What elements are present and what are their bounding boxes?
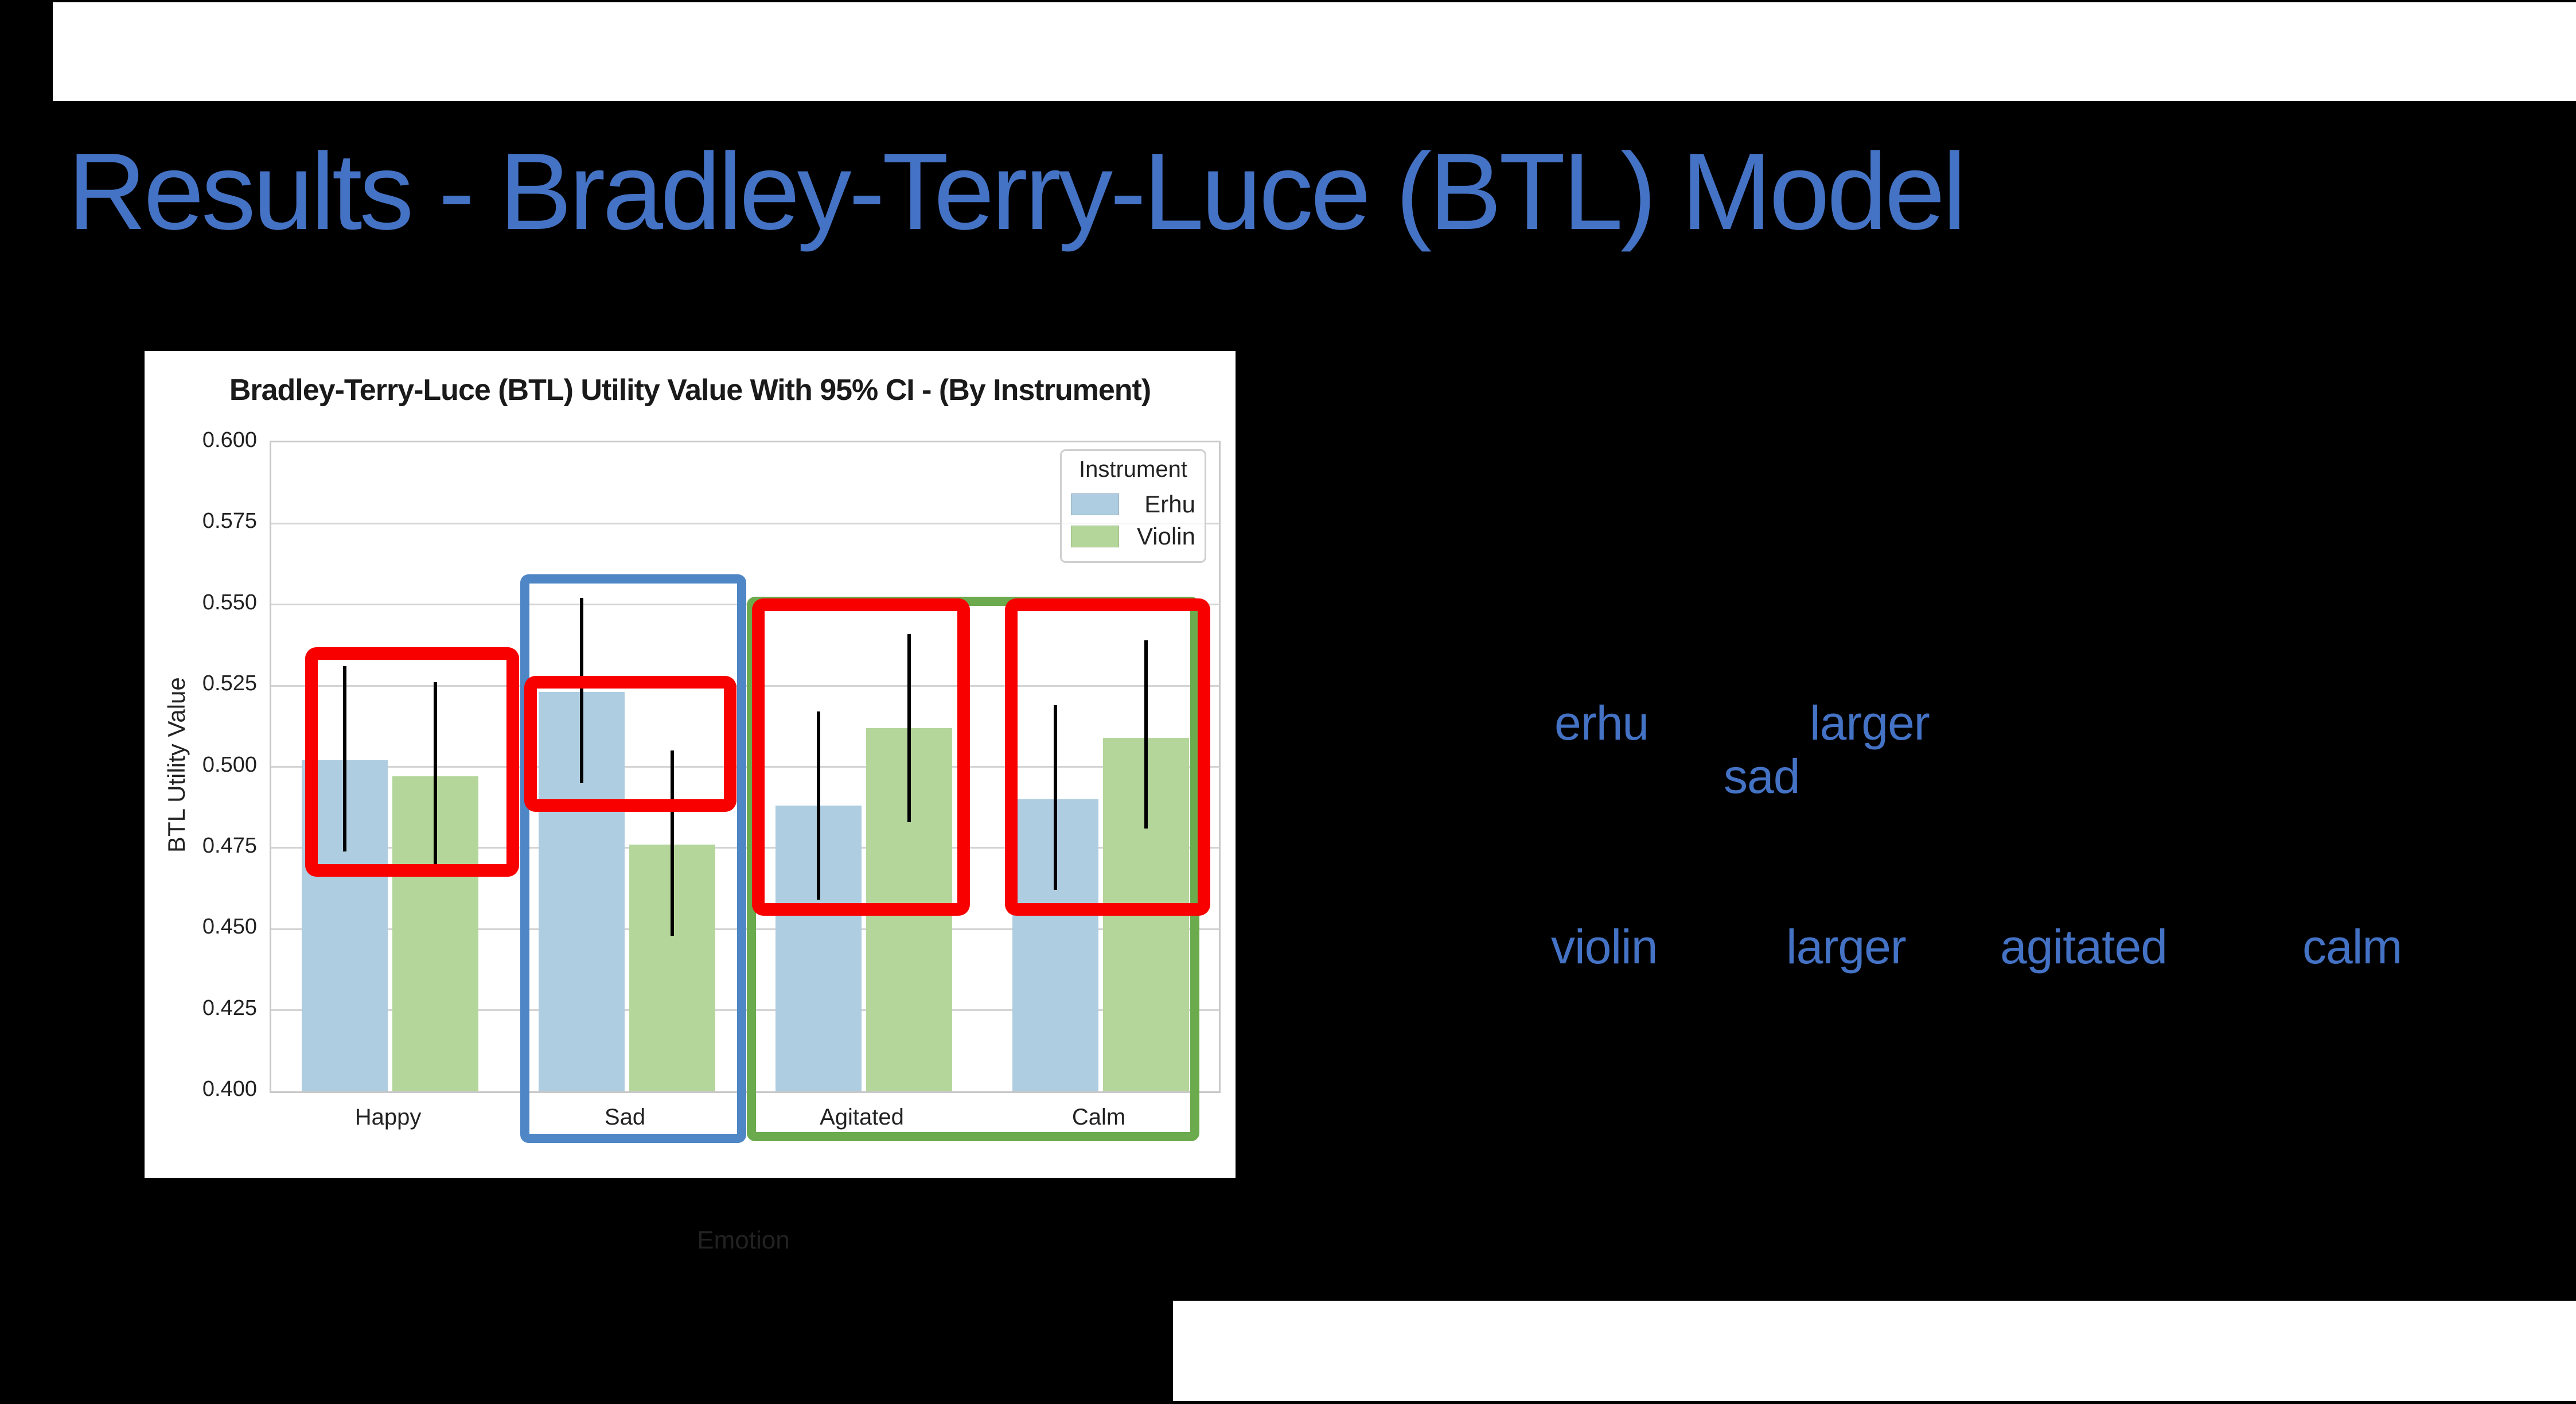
legend-title: Instrument bbox=[1079, 457, 1187, 482]
insight-word-calm: calm bbox=[2302, 920, 2402, 974]
errorbar-erhu-sad bbox=[579, 598, 583, 783]
red-box-calm bbox=[1005, 598, 1210, 916]
y-tick-label: 0.400 bbox=[202, 1077, 257, 1101]
legend-item-erhu: Erhu bbox=[1071, 488, 1195, 520]
legend-label-erhu: Erhu bbox=[1144, 491, 1195, 518]
y-tick-label: 0.425 bbox=[202, 995, 257, 1020]
x-tick-label-agitated: Agitated bbox=[820, 1104, 904, 1130]
errorbar-violin-happy bbox=[433, 682, 437, 868]
y-tick-label: 0.600 bbox=[202, 428, 257, 452]
top-decoration-bar bbox=[53, 2, 2576, 101]
y-tick-label: 0.450 bbox=[202, 915, 257, 939]
legend-swatch-erhu bbox=[1071, 493, 1119, 515]
insight-word-larger: larger bbox=[1810, 696, 1930, 750]
blue-box-sad bbox=[520, 574, 746, 1143]
y-tick-label: 0.575 bbox=[202, 509, 257, 534]
errorbar-violin-agitated bbox=[907, 633, 911, 822]
btl-chart-figure: Bradley-Terry-Luce (BTL) Utility Value W… bbox=[145, 351, 1236, 1254]
errorbar-violin-calm bbox=[1144, 640, 1148, 829]
legend-item-violin: Violin bbox=[1071, 520, 1195, 553]
insight-word-erhu: erhu bbox=[1554, 696, 1649, 750]
y-tick-label: 0.550 bbox=[202, 590, 257, 615]
insight-word-sad: sad bbox=[1724, 749, 1800, 803]
y-tick-label: 0.500 bbox=[202, 752, 257, 777]
errorbar-erhu-agitated bbox=[816, 711, 820, 900]
x-tick-label-calm: Calm bbox=[1071, 1104, 1126, 1130]
y-tick-label: 0.475 bbox=[202, 833, 257, 858]
x-tick-label-sad: Sad bbox=[604, 1104, 646, 1130]
legend-label-violin: Violin bbox=[1137, 523, 1195, 550]
errorbar-erhu-calm bbox=[1053, 705, 1057, 890]
slide-title: Results - Bradley-Terry-Luce (BTL) Model bbox=[68, 131, 1966, 252]
bottom-decoration-bar bbox=[1173, 1301, 2576, 1401]
errorbar-violin-sad bbox=[670, 750, 674, 936]
y-tick-label: 0.525 bbox=[202, 671, 257, 696]
x-tick-label-happy: Happy bbox=[354, 1104, 422, 1130]
gridline bbox=[271, 522, 1219, 524]
insight-word-violin: violin bbox=[1551, 920, 1658, 974]
legend-swatch-violin bbox=[1071, 526, 1119, 547]
chart-legend: Instrument Erhu Violin bbox=[1060, 449, 1206, 563]
insight-word-agitated: agitated bbox=[2000, 920, 2168, 974]
red-box-sad bbox=[524, 676, 736, 812]
red-box-happy bbox=[305, 647, 519, 877]
x-axis-title: Emotion bbox=[697, 1226, 790, 1254]
red-box-agitated bbox=[752, 598, 970, 916]
chart-title: Bradley-Terry-Luce (BTL) Utility Value W… bbox=[229, 374, 1151, 407]
insight-word-larger: larger bbox=[1786, 920, 1907, 974]
legend-items: Erhu Violin bbox=[1071, 488, 1195, 553]
errorbar-erhu-happy bbox=[342, 666, 346, 851]
